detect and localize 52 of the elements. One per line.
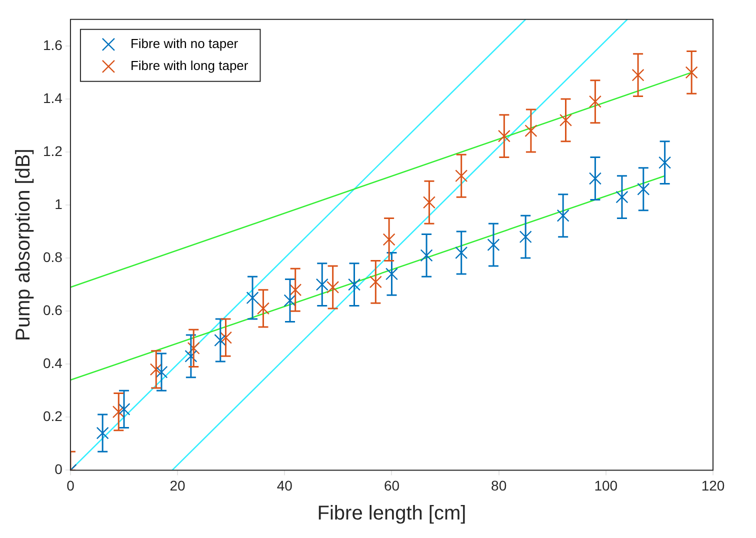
point <box>556 209 570 222</box>
point <box>155 366 168 378</box>
y-tick-label: 0.6 <box>42 302 63 318</box>
x-tick-label: 60 <box>384 477 400 494</box>
point <box>658 156 672 169</box>
y-tick-label: 1.6 <box>42 36 63 53</box>
point <box>184 350 198 362</box>
y-tick-label: 1.2 <box>42 142 63 159</box>
y-tick-label: 1.4 <box>42 90 63 106</box>
point <box>382 233 396 246</box>
point <box>326 280 340 294</box>
y-tick-label: 0 <box>54 461 63 478</box>
point <box>498 130 510 142</box>
x-tick-label: 40 <box>276 477 293 494</box>
x-tick-label: 120 <box>701 477 725 494</box>
x-tick-label: 80 <box>491 477 507 494</box>
point <box>289 284 302 296</box>
y-axis-title: Pump absorption [dB] <box>12 148 35 341</box>
y-tick-label: 0.2 <box>42 408 63 424</box>
y-tick-label: 1 <box>54 196 63 212</box>
point <box>455 246 468 260</box>
legend-label: Fibre with no taper <box>130 36 239 51</box>
point <box>96 426 109 440</box>
point <box>420 249 433 262</box>
point <box>524 124 538 138</box>
x-tick-label: 20 <box>170 477 186 494</box>
x-tick-label: 100 <box>594 477 618 494</box>
point <box>487 238 500 252</box>
point <box>685 66 698 79</box>
point <box>559 114 572 126</box>
point <box>256 302 270 315</box>
x-tick-label: 0 <box>66 477 75 494</box>
y-tick-label: 0.4 <box>42 354 63 371</box>
point <box>187 342 200 354</box>
point <box>422 196 436 209</box>
x-axis-title: Fibre length [cm] <box>317 502 466 525</box>
point <box>316 278 328 291</box>
legend-label: Fibre with long taper <box>130 58 249 73</box>
point <box>588 95 602 108</box>
point <box>588 172 602 185</box>
point <box>385 268 398 280</box>
point <box>118 402 130 416</box>
y-tick-label: 0.8 <box>42 248 63 265</box>
point <box>369 276 382 288</box>
point <box>632 68 644 82</box>
point <box>219 331 232 344</box>
point <box>455 170 468 182</box>
point <box>246 292 259 304</box>
point <box>519 230 532 244</box>
point <box>616 190 628 204</box>
point <box>348 278 361 291</box>
point <box>637 182 650 196</box>
